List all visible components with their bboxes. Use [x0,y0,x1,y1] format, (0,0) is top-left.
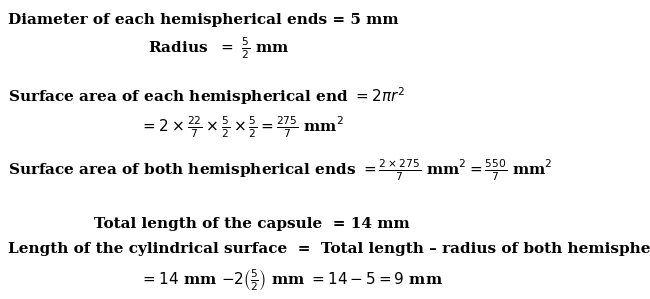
Text: $= 2\times\frac{22}{7}\times\frac{5}{2}\times\frac{5}{2}=\frac{275}{7}$ mm$^2$: $= 2\times\frac{22}{7}\times\frac{5}{2}\… [140,115,344,140]
Text: $= 14$ mm $- 2\left(\frac{5}{2}\right)$ mm $= 14 - 5 = 9$ mm: $= 14$ mm $- 2\left(\frac{5}{2}\right)$ … [140,267,443,293]
Text: Length of the cylindrical surface  =  Total length – radius of both hemispherica: Length of the cylindrical surface = Tota… [8,242,650,256]
Text: Surface area of both hemispherical ends $= \frac{2\times 275}{7}$ mm$^2$$=\frac{: Surface area of both hemispherical ends … [8,157,552,183]
Text: Radius  $=$ $\frac{5}{2}$ mm: Radius $=$ $\frac{5}{2}$ mm [148,35,290,61]
Text: Total length of the capsule  = 14 mm: Total length of the capsule = 14 mm [94,217,410,231]
Text: Surface area of each hemispherical end $= 2\pi r^2$: Surface area of each hemispherical end $… [8,85,405,106]
Text: Diameter of each hemispherical ends = 5 mm: Diameter of each hemispherical ends = 5 … [8,13,398,27]
